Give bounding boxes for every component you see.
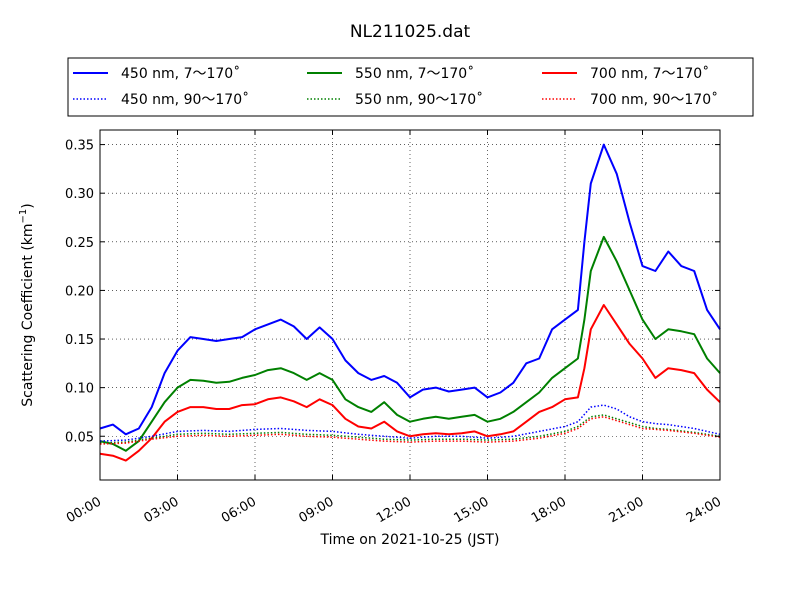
legend-label-1: 550 nm, 7～170˚: [355, 65, 474, 82]
y-axis-title: Scattering Coefficient (km−1): [18, 203, 36, 407]
x-tick-label: 03:00: [142, 494, 182, 526]
grid: [99, 130, 721, 480]
series-lines: [99, 143, 721, 462]
y-tick-label: 0.05: [65, 430, 94, 445]
series-line-2: [99, 304, 721, 462]
x-tick-label: 12:00: [374, 494, 414, 526]
y-tick-label: 0.15: [65, 333, 94, 348]
legend-label-5: 700 nm, 90～170˚: [590, 91, 718, 108]
series-line-1: [99, 235, 721, 452]
series-line-0: [99, 143, 721, 436]
y-tick-label: 0.20: [65, 284, 94, 299]
legend-label-4: 550 nm, 90～170˚: [355, 91, 483, 108]
y-axis-title-sup: −1: [18, 209, 29, 224]
x-tick-label: 15:00: [452, 494, 492, 526]
legend-box: [67, 57, 754, 117]
ticks: [99, 130, 721, 480]
x-tick-labels: 00:00 03:00 06:00 09:00 12:00 15:00 18:00 21:00…: [64, 494, 724, 526]
x-tick-label: 21:00: [607, 494, 647, 526]
y-tick-label: 0.25: [65, 236, 94, 251]
x-tick-label: 18:00: [529, 494, 569, 526]
x-axis-title: Time on 2021-10-25 (JST): [320, 532, 500, 548]
x-tick-label: 24:00: [684, 494, 724, 526]
y-tick-label: 0.35: [65, 139, 94, 154]
legend-label-2: 700 nm, 7～170˚: [590, 65, 709, 82]
series-line-3: [99, 404, 721, 442]
x-tick-label: 09:00: [297, 494, 337, 526]
legend-label-0: 450 nm, 7～170˚: [121, 65, 240, 82]
y-tick-label: 0.10: [65, 382, 94, 397]
x-tick-label: 00:00: [64, 494, 104, 526]
y-tick-label: 0.30: [65, 187, 94, 202]
y-axis-title-end: ): [20, 203, 36, 208]
legend-label-3: 450 nm, 90～170˚: [121, 91, 249, 108]
y-axis-title-main: Scattering Coefficient (km: [20, 223, 36, 406]
chart-title: NL211025.dat: [350, 22, 471, 42]
x-tick-label: 06:00: [219, 494, 259, 526]
legend: 450 nm, 7～170˚ 550 nm, 7～170˚ 700 nm, 7～17…: [67, 57, 754, 117]
y-tick-labels: 0.05 0.10 0.15 0.20 0.25 0.30 0.35: [65, 139, 94, 446]
